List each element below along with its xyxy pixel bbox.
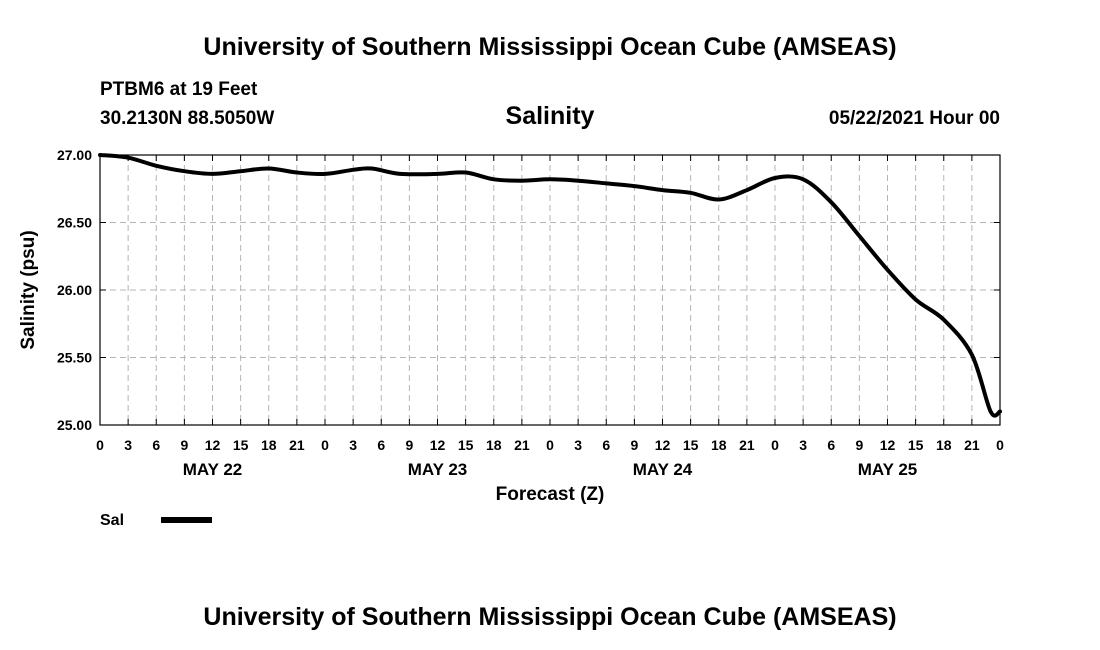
coords-label: 30.2130N 88.5050W (100, 108, 274, 129)
x-tick-label: 9 (180, 437, 188, 453)
x-tick-label: 0 (321, 437, 329, 453)
x-tick-label: 15 (233, 437, 249, 453)
x-tick-label: 18 (261, 437, 277, 453)
x-tick-label: 0 (546, 437, 554, 453)
x-tick-label: 18 (486, 437, 502, 453)
x-tick-label: 3 (799, 437, 807, 453)
x-tick-label: 21 (739, 437, 755, 453)
x-tick-label: 15 (683, 437, 699, 453)
x-tick-label: 0 (771, 437, 779, 453)
title-bottom: University of Southern Mississippi Ocean… (203, 603, 896, 631)
x-tick-label: 21 (514, 437, 530, 453)
chart-title: Salinity (506, 102, 595, 130)
x-axis-label: Forecast (Z) (496, 484, 605, 505)
y-tick-label: 27.00 (57, 147, 92, 163)
x-tick-label: 6 (827, 437, 835, 453)
day-label: MAY 24 (633, 460, 693, 479)
y-tick-label: 26.50 (57, 215, 92, 231)
salinity-series-line (98, 153, 1002, 418)
x-tick-label: 9 (405, 437, 413, 453)
y-tick-label: 25.00 (57, 417, 92, 433)
y-tick-label: 26.00 (57, 282, 92, 298)
x-tick-label: 21 (289, 437, 305, 453)
x-tick-label: 9 (855, 437, 863, 453)
x-tick-label: 6 (152, 437, 160, 453)
title-top: University of Southern Mississippi Ocean… (203, 33, 896, 61)
day-label: MAY 22 (183, 460, 243, 479)
x-tick-label: 12 (205, 437, 221, 453)
x-tick-label: 6 (602, 437, 610, 453)
day-label: MAY 23 (408, 460, 468, 479)
x-tick-label: 18 (936, 437, 952, 453)
x-tick-label: 21 (964, 437, 980, 453)
day-label: MAY 25 (858, 460, 918, 479)
x-tick-label: 9 (630, 437, 638, 453)
x-tick-label: 3 (349, 437, 357, 453)
datetime-label: 05/22/2021 Hour 00 (829, 108, 1000, 129)
x-tick-label: 0 (996, 437, 1004, 453)
x-tick-label: 18 (711, 437, 727, 453)
x-tick-label: 3 (124, 437, 132, 453)
day-labels: MAY 22 MAY 23 MAY 24 MAY 25 (183, 460, 918, 479)
y-axis-label: Salinity (psu) (18, 230, 39, 349)
x-tick-label: 3 (574, 437, 582, 453)
x-tick-label: 6 (377, 437, 385, 453)
x-tick-label: 15 (908, 437, 924, 453)
x-tick-labels: 0 3 6 9 12 15 18 21 0 3 6 9 12 15 18 21 0 3 6 9 12 15 18 21 0 3 6 9… (96, 437, 1004, 453)
y-tick-labels: 27.00 26.50 26.00 25.50 25.00 (57, 147, 92, 433)
x-tick-label: 12 (880, 437, 896, 453)
grid-lines (100, 155, 1000, 425)
x-tick-label: 0 (96, 437, 104, 453)
x-tick-label: 12 (430, 437, 446, 453)
station-label: PTBM6 at 19 Feet (100, 79, 258, 100)
x-tick-label: 15 (458, 437, 474, 453)
y-tick-label: 25.50 (57, 350, 92, 366)
x-tick-label: 12 (655, 437, 671, 453)
legend-label: Sal (100, 512, 124, 529)
